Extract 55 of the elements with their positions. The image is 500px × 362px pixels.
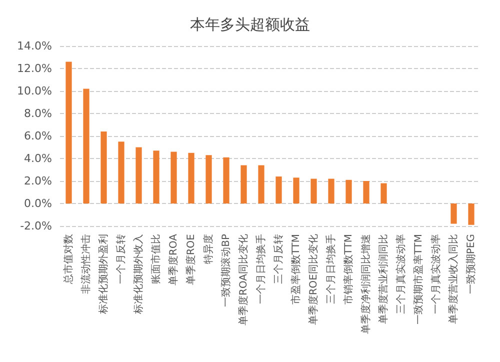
x-tick-label: 一个月反转 — [114, 234, 127, 284]
x-tick-label: 账面市值比 — [150, 234, 162, 284]
bar — [240, 165, 247, 204]
bar — [328, 178, 334, 204]
x-tick-label: 三个月真实波动率 — [394, 234, 407, 314]
bar — [310, 178, 317, 204]
x-tick-label: 一个月真实波动率 — [430, 234, 442, 314]
y-tick-label: 10.0% — [17, 84, 52, 98]
x-tick-label: 市盈率倒数TTM — [290, 234, 302, 305]
x-tick-label: 一致预期滚动BP — [220, 234, 232, 307]
x-tick-label: 单季度ROA — [167, 234, 180, 286]
y-tick-label: 2.0% — [24, 174, 52, 188]
bar — [153, 150, 160, 204]
bar — [293, 178, 300, 204]
bar — [258, 165, 264, 204]
x-tick-label: 单季度营业利润同比 — [377, 234, 390, 324]
x-tick-label: 标准化预期外盈利 — [97, 234, 110, 315]
bar — [136, 147, 142, 204]
y-tick-label: -2.0% — [20, 220, 52, 232]
x-tick-label: 一致预期市盈率TTM — [412, 234, 424, 325]
x-tick-label: 单季度净利润同比增速 — [360, 234, 372, 334]
bar — [276, 176, 282, 204]
x-tick-label: 单季度ROA同比变化 — [237, 234, 250, 326]
bar — [450, 204, 457, 224]
bar — [188, 152, 194, 204]
bar — [346, 180, 352, 204]
x-tick-label: 单季度ROE — [184, 234, 197, 286]
bar — [100, 132, 107, 204]
y-tick-label: 0.0% — [24, 197, 52, 210]
bar — [83, 88, 90, 204]
y-tick-label: 8.0% — [24, 107, 52, 120]
x-tick-label: 特异度 — [202, 234, 214, 264]
y-tick-label: 4.0% — [24, 152, 52, 165]
bar — [206, 155, 212, 204]
bar — [363, 181, 370, 204]
x-tick-label: 单季度ROE同比变化 — [307, 234, 320, 326]
bar — [170, 152, 177, 204]
x-tick-label: 一致预期PEG — [464, 234, 477, 294]
y-tick-label: 14.0% — [17, 40, 52, 52]
x-tick-label: 一个月日均换手 — [254, 234, 267, 304]
x-tick-label: 市销率倒数TTM — [342, 234, 354, 305]
y-tick-label: 12.0% — [17, 62, 52, 75]
x-tick-label: 三个月反转 — [272, 234, 284, 284]
x-tick-label: 单季度营业收入同比 — [447, 234, 460, 324]
bar — [468, 204, 474, 225]
x-tick-label: 非流动性冲击 — [80, 234, 92, 294]
y-tick-label: 6.0% — [24, 130, 52, 142]
x-tick-label: 总市值对数 — [62, 234, 74, 285]
bar — [66, 62, 72, 204]
bar — [380, 183, 387, 204]
chart-title: 本年多头超额收益 — [190, 16, 310, 34]
bar — [223, 157, 230, 204]
x-tick-label: 标准化预期外收入 — [132, 234, 144, 315]
x-tick-label: 三个月日均换手 — [324, 234, 337, 304]
bar — [118, 142, 124, 204]
